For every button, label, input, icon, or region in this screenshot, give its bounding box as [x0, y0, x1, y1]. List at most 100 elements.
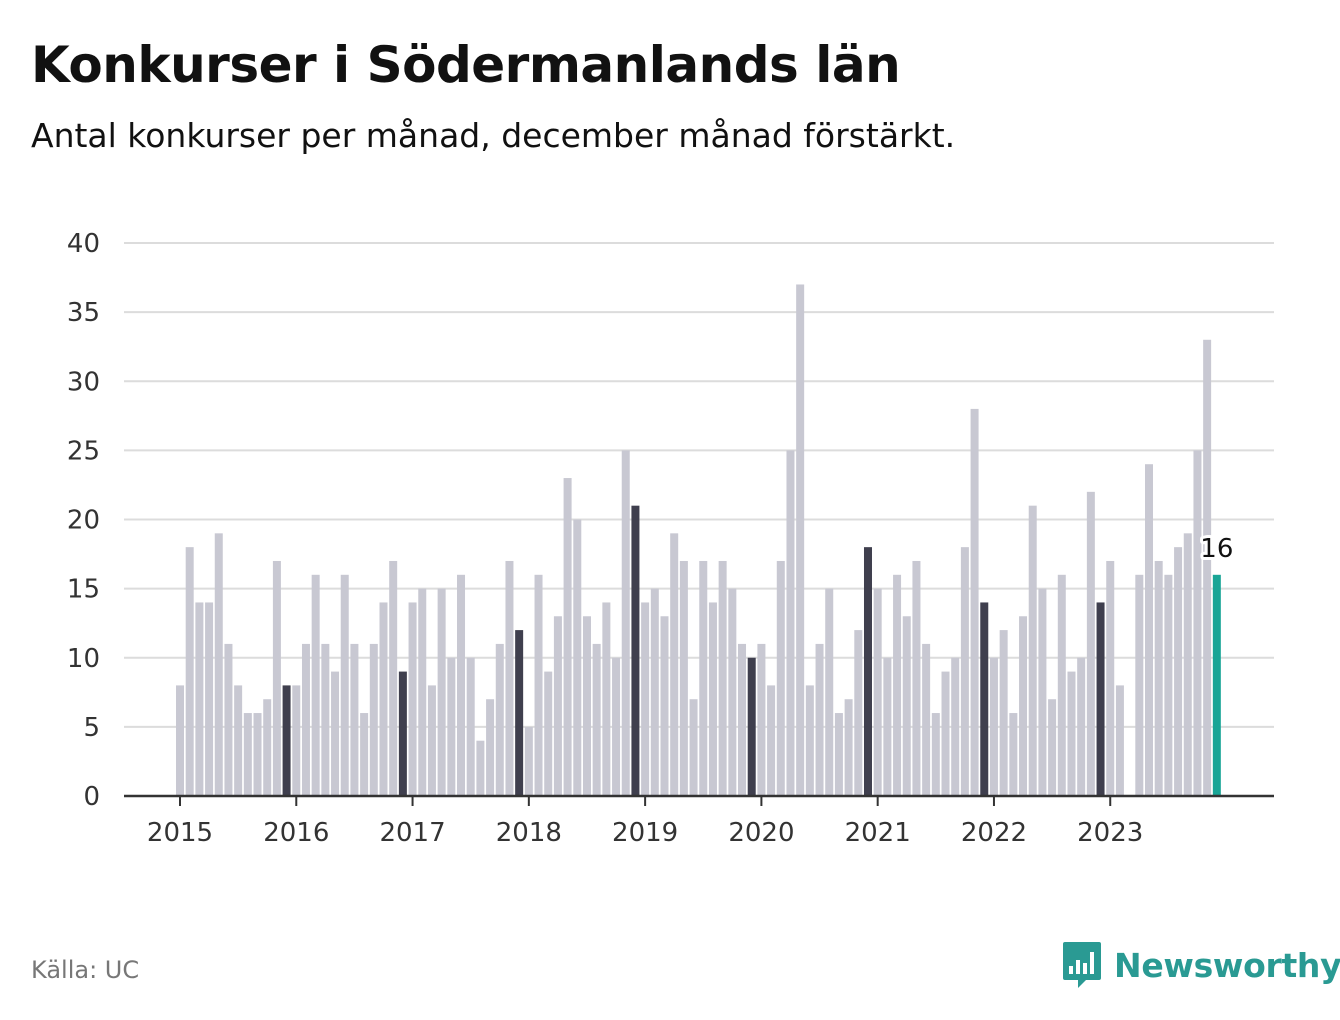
bar [922, 643, 931, 796]
bar [205, 602, 214, 796]
grid-lines [124, 242, 1274, 728]
y-axis-ticks: 0 5 10 15 20 25 30 35 40 [67, 229, 100, 812]
latest-value-label: 16 [1200, 534, 1233, 564]
bar [1038, 588, 1047, 797]
bar [1106, 560, 1115, 796]
bar [670, 533, 679, 796]
bar [369, 643, 378, 796]
bar [1067, 671, 1076, 796]
bar [524, 726, 533, 797]
bar [292, 685, 301, 796]
bar [563, 478, 572, 796]
bar [321, 643, 330, 796]
bar [185, 547, 194, 796]
bar [893, 574, 902, 796]
bar-chart-speech-icon [1063, 942, 1101, 988]
bar [1009, 713, 1018, 796]
bar [457, 574, 466, 796]
bar [418, 588, 427, 797]
bar [224, 643, 233, 796]
bar [834, 713, 843, 796]
bar [631, 505, 640, 796]
bar [989, 657, 998, 796]
bar [621, 450, 630, 797]
x-tick-label: 2021 [845, 818, 911, 848]
bar [214, 533, 223, 796]
bar [360, 713, 369, 796]
bar [854, 630, 863, 796]
bar [951, 657, 960, 796]
y-tick-label: 0 [83, 782, 100, 812]
bar [679, 560, 688, 796]
x-axis-ticks: 2015 2016 2017 2018 2019 2020 2021 2022 2023 [147, 796, 1143, 848]
bar [1048, 699, 1057, 796]
brand-logo[interactable]: Newsworthy [1062, 940, 1340, 990]
bar [931, 713, 940, 796]
bar [1019, 616, 1028, 796]
bar [515, 630, 524, 796]
bar [486, 699, 495, 796]
bar [1086, 491, 1095, 796]
bar [1096, 602, 1105, 796]
bar [1145, 464, 1153, 796]
bars [176, 284, 1221, 797]
data-labels: 16 [1197, 531, 1236, 567]
bar [883, 657, 892, 796]
bar [738, 643, 747, 796]
bar [728, 588, 737, 797]
bar [786, 450, 795, 797]
bar [844, 699, 853, 796]
bar [602, 602, 611, 796]
bar [408, 602, 417, 796]
x-tick-label: 2017 [379, 818, 445, 848]
bar [1183, 533, 1192, 796]
chart-title: Konkurser i Södermanlands län [31, 36, 901, 94]
bar [1174, 547, 1183, 796]
bar [505, 560, 514, 796]
source-note: Källa: UC [31, 956, 140, 984]
x-tick-label: 2023 [1077, 818, 1143, 848]
bar [1154, 560, 1163, 796]
bar [301, 643, 310, 796]
y-tick-label: 20 [67, 506, 100, 536]
bar [573, 519, 582, 796]
bar [582, 616, 591, 796]
bar [272, 560, 281, 796]
bar [767, 685, 776, 796]
bar [379, 602, 388, 796]
bar [805, 685, 814, 796]
bar [999, 630, 1008, 796]
bar [747, 657, 756, 796]
bar [980, 602, 989, 796]
bar [1077, 657, 1086, 796]
bar [253, 713, 262, 796]
chart-subtitle: Antal konkurser per månad, december måna… [31, 116, 956, 155]
bar [873, 588, 882, 797]
y-tick-label: 10 [67, 644, 100, 674]
bar [243, 713, 252, 796]
bar [863, 547, 872, 796]
bar [902, 616, 911, 796]
bar [234, 685, 243, 796]
bar [1203, 339, 1212, 796]
bar [1028, 505, 1037, 796]
bar [282, 685, 291, 796]
bar [796, 284, 805, 796]
bar [592, 643, 601, 796]
bar [960, 547, 969, 796]
x-tick-label: 2022 [961, 818, 1027, 848]
bar [263, 699, 272, 796]
x-tick-label: 2019 [612, 818, 678, 848]
bar [437, 588, 446, 797]
bar [757, 643, 766, 796]
bar [660, 616, 669, 796]
bar [466, 657, 475, 796]
bar [1115, 685, 1124, 796]
brand-name: Newsworthy [1114, 945, 1340, 985]
y-tick-label: 35 [67, 298, 100, 328]
bar [708, 602, 717, 796]
y-tick-label: 25 [67, 436, 100, 466]
y-tick-label: 30 [67, 367, 100, 397]
bar [689, 699, 698, 796]
x-tick-label: 2018 [496, 818, 562, 848]
